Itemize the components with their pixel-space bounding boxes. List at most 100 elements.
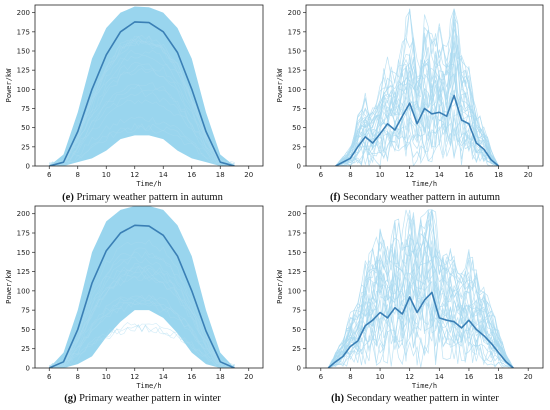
daily-curve — [335, 61, 499, 166]
chart-2: 6 8 10 12 14 16 18 200255075100125150175200Time… — [5, 205, 264, 390]
x-tick-label: 8 — [348, 373, 352, 381]
daily-curve — [49, 271, 235, 368]
plot-frame — [34, 4, 264, 167]
y-axis-label: Power/kW — [276, 269, 284, 304]
y-tick-label: 200 — [17, 210, 30, 218]
x-axis-label: Time/h — [136, 382, 161, 390]
mean-curve — [48, 224, 235, 368]
daily-curve — [335, 114, 499, 166]
plot-frame — [34, 205, 264, 369]
y-tick-label: 100 — [17, 86, 30, 94]
y-tick-label: 100 — [288, 287, 301, 295]
daily-curve — [49, 122, 235, 166]
y-tick-label: 125 — [288, 67, 301, 75]
x-tick-label: 20 — [524, 373, 533, 381]
y-tick-label: 0 — [297, 365, 301, 373]
plot-area — [327, 208, 514, 368]
daily-curve — [49, 272, 235, 368]
daily-curves-band — [49, 6, 235, 166]
daily-curve — [49, 322, 235, 368]
plot-area — [335, 8, 500, 166]
y-tick-label: 50 — [292, 326, 301, 334]
daily-curve — [327, 246, 514, 368]
x-tick-label: 20 — [244, 171, 253, 179]
x-tick-label: 18 — [216, 373, 225, 381]
daily-curve — [327, 248, 514, 368]
daily-curve — [49, 323, 235, 368]
y-tick-label: 175 — [288, 230, 301, 238]
daily-curve — [49, 247, 235, 368]
daily-curve — [335, 116, 499, 166]
daily-curve — [49, 40, 235, 166]
x-tick-label: 16 — [187, 171, 196, 179]
daily-curve — [335, 89, 499, 166]
daily-curve — [335, 63, 499, 166]
daily-curve — [49, 251, 235, 368]
daily-curve — [49, 299, 235, 368]
y-tick-label: 200 — [288, 210, 301, 218]
y-tick-label: 125 — [17, 268, 30, 276]
chart-1: 6 8 10 12 14 16 18 200255075100125150175200Time… — [276, 4, 544, 188]
daily-curve — [49, 82, 235, 166]
y-tick-label: 0 — [26, 365, 30, 373]
x-tick-label: 10 — [102, 171, 111, 179]
x-tick-label: 20 — [524, 171, 533, 179]
x-tick-label: 14 — [159, 171, 168, 179]
plot-area — [48, 206, 235, 368]
y-tick-label: 100 — [288, 86, 301, 94]
x-tick-label: 14 — [159, 373, 168, 381]
x-axis-label: Time/h — [136, 180, 161, 188]
caption-text: Primary weather pattern in autumn — [76, 192, 223, 203]
daily-curve — [49, 299, 235, 368]
mean-curve — [335, 94, 500, 166]
x-tick-label: 8 — [348, 171, 352, 179]
daily-curve — [335, 52, 499, 166]
x-tick-label: 10 — [376, 373, 385, 381]
chart-0: 6 8 10 12 14 16 18 200255075100125150175200Time… — [5, 4, 264, 188]
daily-curve — [49, 294, 235, 368]
y-tick-label: 25 — [292, 345, 301, 353]
caption-f: (f) Secondary weather pattern in autumn — [290, 192, 540, 203]
plot-frame — [305, 205, 544, 369]
daily-curve — [327, 212, 514, 368]
daily-curve — [49, 61, 235, 166]
daily-curve — [335, 44, 499, 166]
daily-curve — [335, 8, 499, 166]
x-tick-label: 18 — [494, 171, 503, 179]
x-tick-label: 8 — [76, 373, 80, 381]
daily-curve — [49, 116, 235, 166]
daily-curve — [49, 265, 235, 368]
mean-curve — [49, 21, 235, 166]
y-tick-label: 125 — [288, 268, 301, 276]
mean-curve — [327, 291, 514, 368]
y-tick-label: 75 — [292, 105, 301, 113]
x-tick-label: 12 — [130, 373, 139, 381]
x-tick-label: 16 — [464, 171, 473, 179]
daily-curve — [49, 295, 235, 368]
plot-area — [49, 6, 235, 166]
caption-g: (g) Primary weather pattern in winter — [20, 393, 265, 404]
x-tick-label: 6 — [47, 171, 52, 179]
caption-h: (h) Secondary weather pattern in winter — [290, 393, 540, 404]
x-tick-label: 20 — [244, 373, 253, 381]
y-tick-label: 200 — [288, 9, 301, 17]
y-tick-label: 75 — [21, 307, 30, 315]
y-tick-label: 25 — [21, 143, 30, 151]
plot-frame — [305, 4, 544, 167]
x-tick-label: 18 — [494, 373, 503, 381]
daily-curve — [335, 40, 499, 166]
y-tick-label: 125 — [17, 67, 30, 75]
caption-text: Secondary weather pattern in winter — [346, 393, 499, 404]
y-tick-label: 175 — [288, 28, 301, 36]
y-tick-label: 150 — [288, 249, 301, 257]
y-tick-label: 0 — [26, 163, 30, 171]
daily-curve — [49, 99, 235, 166]
x-tick-label: 14 — [435, 171, 444, 179]
y-tick-label: 75 — [292, 307, 301, 315]
caption-tag: (f) — [330, 192, 341, 203]
caption-text: Secondary weather pattern in autumn — [343, 192, 500, 203]
x-tick-label: 6 — [319, 373, 324, 381]
daily-curve — [328, 304, 514, 368]
daily-curve — [327, 209, 514, 368]
